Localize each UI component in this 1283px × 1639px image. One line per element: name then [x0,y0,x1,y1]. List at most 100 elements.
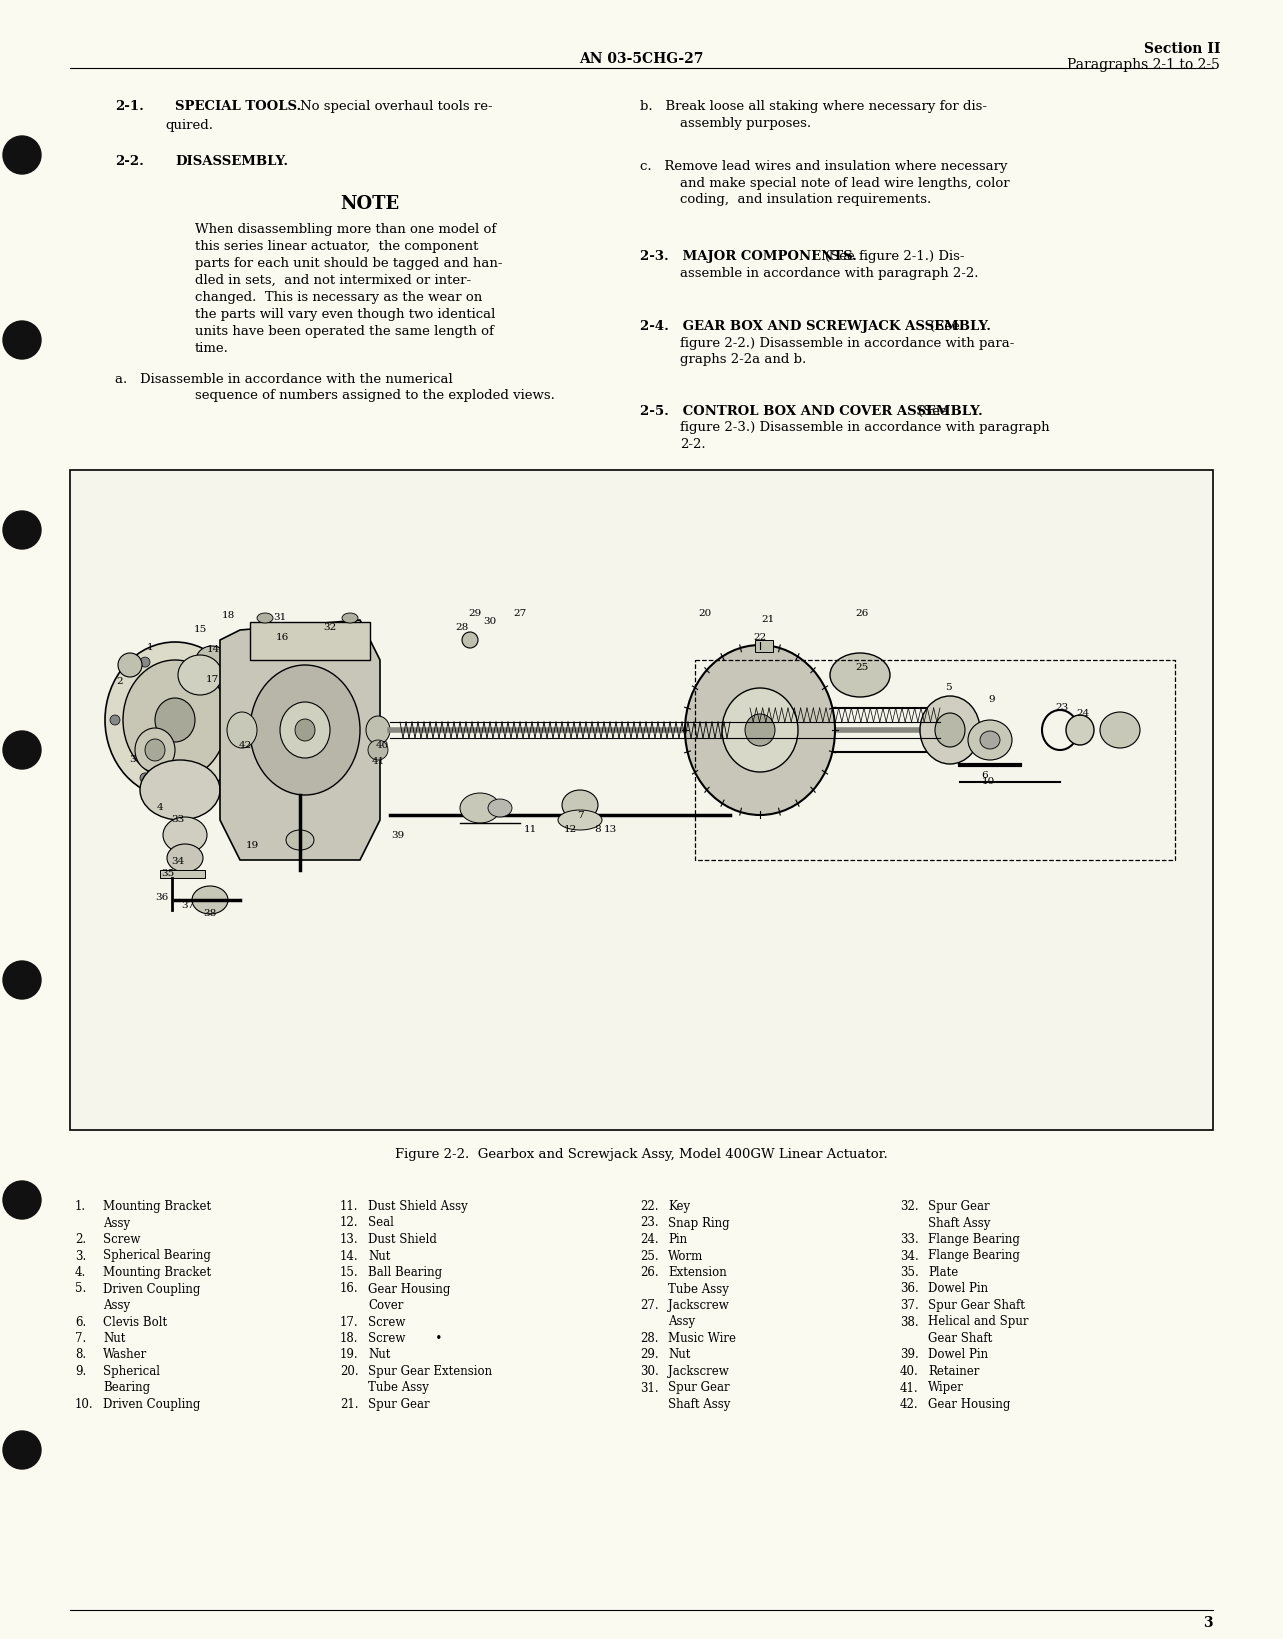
Text: 12: 12 [563,826,576,834]
Text: Plate: Plate [928,1265,958,1278]
Text: 14: 14 [207,646,219,654]
Text: 2: 2 [117,677,123,687]
Text: 5: 5 [944,683,951,693]
Text: 15.: 15. [340,1265,359,1278]
Text: 25: 25 [856,664,869,672]
Text: (See: (See [919,405,948,418]
Text: b.   Break loose all staking where necessary for dis-: b. Break loose all staking where necessa… [640,100,987,113]
Text: time.: time. [195,343,228,356]
Circle shape [3,1431,41,1469]
Text: 2-2.: 2-2. [115,156,144,169]
Text: 30: 30 [484,618,497,626]
Text: 22.: 22. [640,1200,658,1213]
Circle shape [3,731,41,769]
Text: 31: 31 [273,613,286,621]
Text: assembly purposes.: assembly purposes. [680,116,811,129]
Text: Driven Coupling: Driven Coupling [103,1398,200,1411]
Text: 2-1.: 2-1. [115,100,144,113]
Text: 3: 3 [1203,1616,1212,1631]
Text: 29.: 29. [640,1349,658,1362]
Text: 9.: 9. [74,1365,86,1378]
Text: Spur Gear Extension: Spur Gear Extension [368,1365,493,1378]
Text: dled in sets,  and not intermixed or inter-: dled in sets, and not intermixed or inte… [195,274,471,287]
Text: 6.: 6. [74,1316,86,1329]
Text: 12.: 12. [340,1216,358,1229]
Ellipse shape [230,715,240,724]
Text: 17.: 17. [340,1316,359,1329]
Bar [250,621,370,661]
Ellipse shape [155,698,195,742]
Ellipse shape [227,711,257,747]
Ellipse shape [135,728,174,772]
Text: Pin: Pin [668,1233,688,1246]
Ellipse shape [140,657,150,667]
Ellipse shape [167,844,203,872]
Text: Shaft Assy: Shaft Assy [668,1398,730,1411]
Ellipse shape [105,642,245,798]
Text: Washer: Washer [103,1349,148,1362]
Text: Music Wire: Music Wire [668,1333,736,1346]
Text: Dowel Pin: Dowel Pin [928,1349,988,1362]
Text: 7.: 7. [74,1333,86,1346]
Text: 13: 13 [603,826,617,834]
Text: 20.: 20. [340,1365,359,1378]
Text: 38: 38 [204,910,217,918]
Text: 42: 42 [239,741,251,749]
Text: Assy: Assy [668,1316,695,1329]
Ellipse shape [196,646,228,674]
Text: 31.: 31. [640,1382,658,1395]
Ellipse shape [830,652,890,697]
Text: 24.: 24. [640,1233,658,1246]
Ellipse shape [163,816,207,852]
Text: 1: 1 [146,644,153,652]
Text: Spur Gear: Spur Gear [668,1382,730,1395]
Text: Flange Bearing: Flange Bearing [928,1233,1020,1246]
Text: 19: 19 [245,841,259,849]
Text: Spur Gear: Spur Gear [928,1200,989,1213]
Ellipse shape [366,716,390,744]
Text: 2-5.   CONTROL BOX AND COVER ASSEMBLY.: 2-5. CONTROL BOX AND COVER ASSEMBLY. [640,405,983,418]
Text: 35: 35 [162,870,174,879]
Text: 25.: 25. [640,1249,658,1262]
Text: 39: 39 [391,831,404,839]
Circle shape [3,511,41,549]
Text: Screw: Screw [368,1316,405,1329]
Text: 40: 40 [376,741,389,749]
Text: Cover: Cover [368,1300,403,1311]
Text: SPECIAL TOOLS.: SPECIAL TOOLS. [174,100,302,113]
Ellipse shape [562,790,598,820]
Text: units have been operated the same length of: units have been operated the same length… [195,325,494,338]
Text: (See: (See [930,320,960,333]
Text: 3: 3 [130,756,136,764]
Text: 33: 33 [172,816,185,824]
Text: Spur Gear: Spur Gear [368,1398,430,1411]
Ellipse shape [745,715,775,746]
Text: parts for each unit should be tagged and han-: parts for each unit should be tagged and… [195,257,503,270]
Text: 22: 22 [753,634,767,642]
Ellipse shape [145,739,166,760]
Text: 36: 36 [155,893,168,903]
Ellipse shape [920,697,980,764]
Text: Key: Key [668,1200,690,1213]
Bar [71,470,1212,1129]
Text: 24: 24 [1076,710,1089,718]
Text: figure 2-2.) Disassemble in accordance with para-: figure 2-2.) Disassemble in accordance w… [680,336,1015,349]
Bar [695,661,1175,860]
Polygon shape [219,620,380,860]
Text: Wiper: Wiper [928,1382,964,1395]
Text: 27.: 27. [640,1300,658,1311]
Text: Gear Housing: Gear Housing [928,1398,1011,1411]
Text: Snap Ring: Snap Ring [668,1216,730,1229]
Text: 40.: 40. [899,1365,919,1378]
Text: 14.: 14. [340,1249,359,1262]
Text: 32: 32 [323,623,336,631]
Text: Nut: Nut [103,1333,126,1346]
Text: Shaft Assy: Shaft Assy [928,1216,990,1229]
Text: Screw: Screw [103,1233,140,1246]
Text: 36.: 36. [899,1282,919,1295]
Text: 2-3.   MAJOR COMPONENTS.: 2-3. MAJOR COMPONENTS. [640,251,857,262]
Text: 28.: 28. [640,1333,658,1346]
Ellipse shape [123,661,227,780]
Ellipse shape [200,774,210,783]
Text: coding,  and insulation requirements.: coding, and insulation requirements. [680,193,931,207]
